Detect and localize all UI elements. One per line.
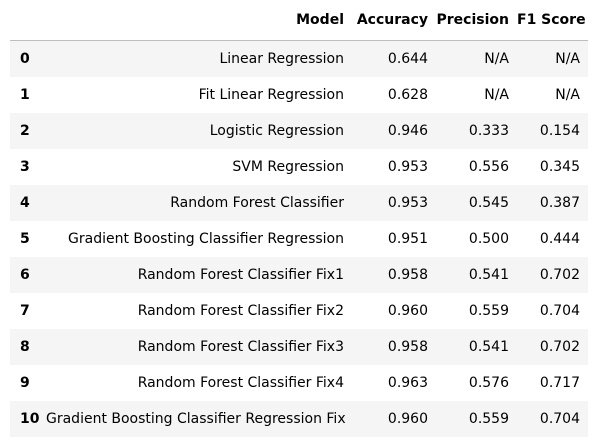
header-index <box>10 0 46 41</box>
row-index: 4 <box>20 194 30 211</box>
header-accuracy: Accuracy <box>352 0 436 41</box>
cell-f1: 0.704 <box>539 302 580 319</box>
cell-accuracy: 0.960 <box>387 302 428 319</box>
cell-model: Linear Regression <box>219 50 344 67</box>
row-index: 5 <box>20 230 30 247</box>
cell-accuracy: 0.644 <box>387 50 428 67</box>
cell-precision: 0.559 <box>468 410 509 427</box>
cell-precision: 0.333 <box>468 122 509 139</box>
cell-model: Random Forest Classifier <box>170 194 344 211</box>
cell-f1: 0.702 <box>539 338 580 355</box>
row-index: 8 <box>20 338 30 355</box>
row-index: 9 <box>20 374 30 391</box>
table-row: 4 Random Forest Classifier 0.953 0.545 0… <box>10 184 588 221</box>
cell-f1: N/A <box>555 86 580 103</box>
cell-f1: N/A <box>555 50 580 67</box>
cell-accuracy: 0.951 <box>387 230 428 247</box>
cell-f1: 0.154 <box>539 122 580 139</box>
cell-precision: 0.559 <box>468 302 509 319</box>
row-index: 1 <box>20 86 30 103</box>
cell-accuracy: 0.958 <box>387 338 428 355</box>
cell-accuracy: 0.953 <box>387 158 428 175</box>
cell-accuracy: 0.958 <box>387 266 428 283</box>
cell-f1: 0.704 <box>539 410 580 427</box>
table-row: 1 Fit Linear Regression 0.628 N/A N/A <box>10 76 588 113</box>
row-index: 3 <box>20 158 30 175</box>
row-index: 10 <box>20 410 40 427</box>
row-index: 6 <box>20 266 30 283</box>
table-row: 6 Random Forest Classifier Fix1 0.958 0.… <box>10 256 588 293</box>
cell-precision: N/A <box>484 86 509 103</box>
cell-f1: 0.717 <box>539 374 580 391</box>
cell-precision: 0.500 <box>468 230 509 247</box>
cell-model: SVM Regression <box>232 158 344 175</box>
header-row: Model Accuracy Precision F1 Score <box>10 0 588 41</box>
cell-accuracy: 0.946 <box>387 122 428 139</box>
results-table: Model Accuracy Precision F1 Score 0 Line… <box>10 0 588 437</box>
table-row: 7 Random Forest Classifier Fix2 0.960 0.… <box>10 292 588 329</box>
cell-precision: 0.576 <box>468 374 509 391</box>
cell-precision: 0.556 <box>468 158 509 175</box>
table-row: 9 Random Forest Classifier Fix4 0.963 0.… <box>10 364 588 401</box>
table-header: Model Accuracy Precision F1 Score <box>10 0 588 41</box>
cell-accuracy: 0.960 <box>387 410 428 427</box>
cell-model: Random Forest Classifier Fix1 <box>137 266 344 283</box>
cell-model: Random Forest Classifier Fix2 <box>137 302 344 319</box>
header-precision: Precision <box>436 0 517 41</box>
row-index: 0 <box>20 50 30 67</box>
cell-f1: 0.345 <box>539 158 580 175</box>
row-index: 2 <box>20 122 30 139</box>
cell-accuracy: 0.628 <box>387 86 428 103</box>
header-model: Model <box>46 0 352 41</box>
table-row: 0 Linear Regression 0.644 N/A N/A <box>10 40 588 77</box>
cell-precision: 0.541 <box>468 266 509 283</box>
table-row: 2 Logistic Regression 0.946 0.333 0.154 <box>10 112 588 149</box>
cell-model: Logistic Regression <box>209 122 344 139</box>
cell-model: Gradient Boosting Classifier Regression <box>68 230 344 247</box>
table-body: 0 Linear Regression 0.644 N/A N/A 1 Fit … <box>10 40 588 437</box>
cell-precision: 0.541 <box>468 338 509 355</box>
table-row: 10 Gradient Boosting Classifier Regressi… <box>10 400 588 437</box>
cell-model: Gradient Boosting Classifier Regression … <box>46 410 346 427</box>
cell-f1: 0.444 <box>539 230 580 247</box>
dataframe-container: Model Accuracy Precision F1 Score 0 Line… <box>10 0 588 437</box>
cell-accuracy: 0.953 <box>387 194 428 211</box>
cell-precision: 0.545 <box>468 194 509 211</box>
header-f1-score: F1 Score <box>517 0 588 41</box>
cell-precision: N/A <box>484 50 509 67</box>
cell-accuracy: 0.963 <box>387 374 428 391</box>
cell-model: Random Forest Classifier Fix4 <box>137 374 344 391</box>
table-row: 8 Random Forest Classifier Fix3 0.958 0.… <box>10 328 588 365</box>
cell-model: Random Forest Classifier Fix3 <box>137 338 344 355</box>
cell-model: Fit Linear Regression <box>198 86 344 103</box>
cell-f1: 0.387 <box>539 194 580 211</box>
table-row: 3 SVM Regression 0.953 0.556 0.345 <box>10 148 588 185</box>
cell-f1: 0.702 <box>539 266 580 283</box>
table-row: 5 Gradient Boosting Classifier Regressio… <box>10 220 588 257</box>
row-index: 7 <box>20 302 30 319</box>
